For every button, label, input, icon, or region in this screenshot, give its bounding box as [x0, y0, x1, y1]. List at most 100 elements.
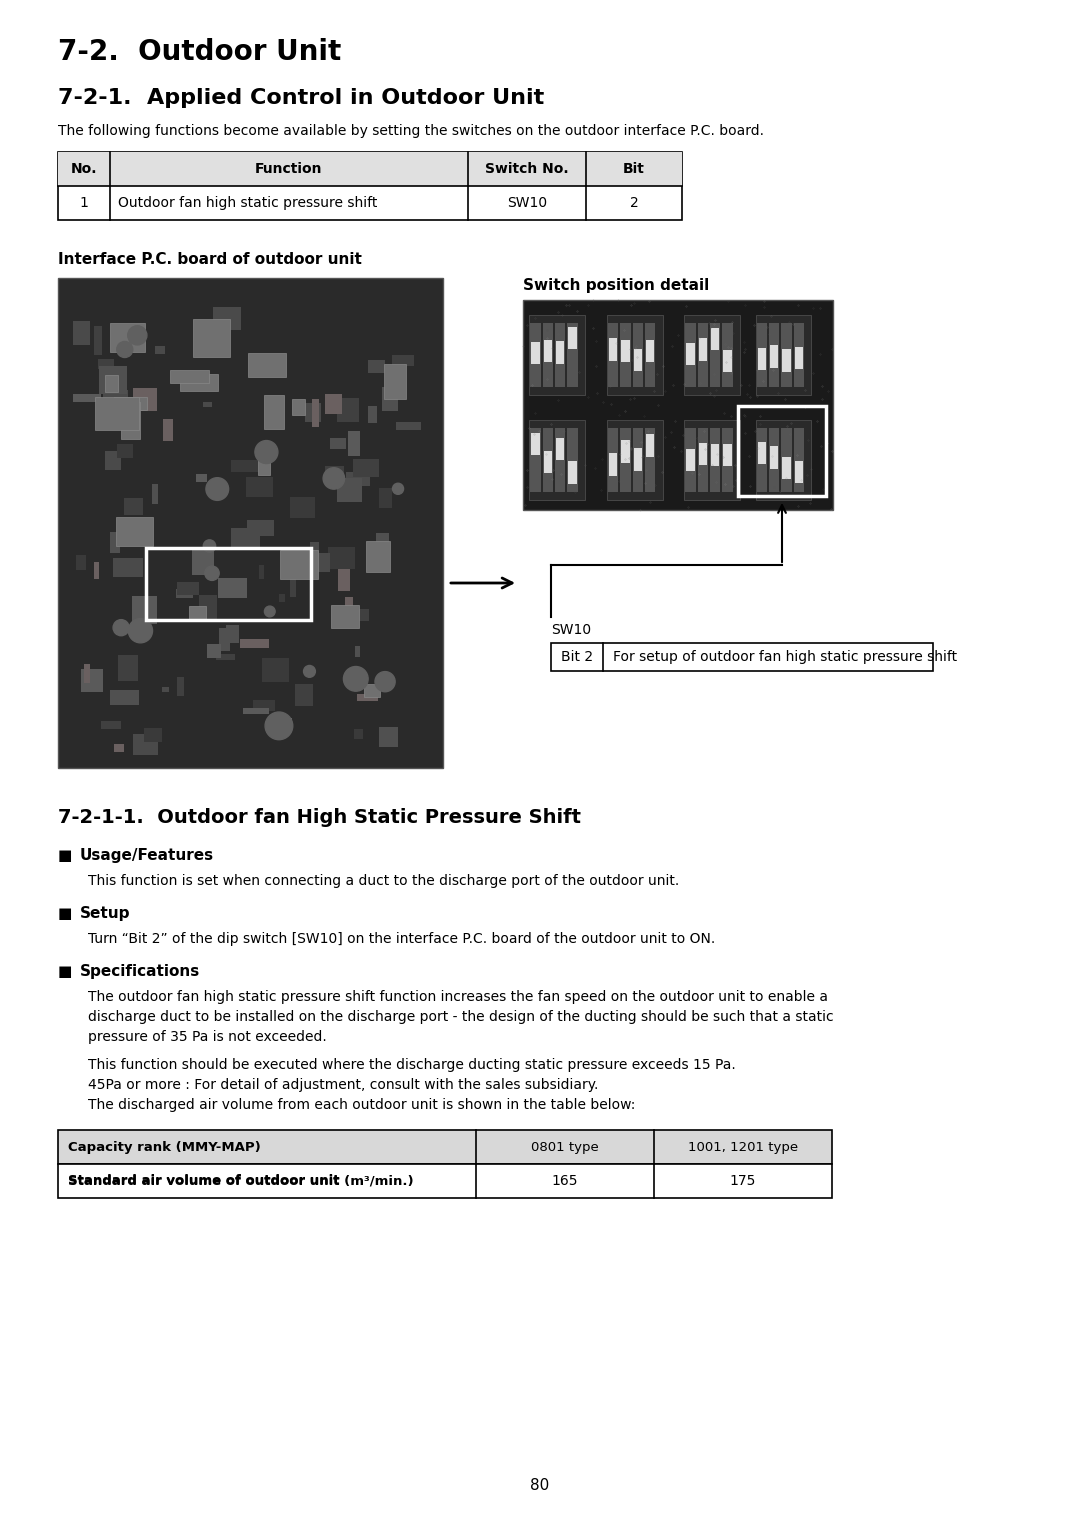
Bar — [633, 322, 643, 387]
Bar — [348, 431, 360, 457]
Bar — [337, 399, 359, 422]
Bar — [556, 439, 565, 460]
Bar — [113, 397, 147, 410]
Bar — [607, 315, 662, 394]
Bar — [781, 322, 792, 387]
Bar — [770, 446, 779, 469]
Text: Specifications: Specifications — [80, 964, 200, 979]
Bar — [795, 460, 804, 483]
Text: Outdoor fan high static pressure shift: Outdoor fan high static pressure shift — [118, 196, 377, 209]
Text: This function should be executed where the discharge ducting static pressure exc: This function should be executed where t… — [87, 1057, 735, 1073]
Bar — [99, 365, 127, 394]
Text: pressure of 35 Pa is not exceeded.: pressure of 35 Pa is not exceeded. — [87, 1030, 327, 1044]
Bar — [337, 478, 362, 503]
Bar — [698, 322, 708, 387]
Text: Setup: Setup — [80, 906, 131, 921]
Bar — [699, 443, 707, 465]
Bar — [367, 361, 386, 373]
Bar — [259, 565, 265, 579]
Bar — [247, 353, 286, 376]
Bar — [756, 420, 811, 500]
Bar — [118, 654, 137, 681]
Circle shape — [343, 666, 368, 691]
Text: ■: ■ — [58, 964, 72, 979]
Bar — [645, 322, 656, 387]
Bar — [379, 727, 397, 747]
Bar — [163, 419, 173, 442]
Bar — [113, 558, 144, 578]
Bar — [262, 659, 288, 681]
Text: Switch position detail: Switch position detail — [523, 278, 710, 293]
Bar — [124, 498, 143, 515]
Circle shape — [303, 666, 315, 677]
Text: discharge duct to be installed on the discharge port - the design of the ducting: discharge duct to be installed on the di… — [87, 1010, 834, 1024]
Circle shape — [392, 483, 404, 495]
Bar — [711, 445, 719, 466]
Bar — [310, 553, 330, 571]
Bar — [325, 466, 343, 484]
Bar — [757, 442, 766, 465]
Bar — [396, 422, 421, 429]
Bar — [699, 338, 707, 361]
Circle shape — [129, 619, 152, 643]
Text: 1: 1 — [80, 196, 89, 209]
Bar — [392, 354, 415, 367]
Bar — [634, 348, 642, 371]
Text: 7-2-1.  Applied Control in Outdoor Unit: 7-2-1. Applied Control in Outdoor Unit — [58, 89, 544, 108]
Circle shape — [113, 620, 130, 636]
Circle shape — [127, 325, 147, 345]
Bar — [542, 428, 553, 492]
Bar — [219, 628, 230, 651]
Bar — [245, 477, 273, 497]
Bar — [756, 428, 767, 492]
Text: Turn “Bit 2” of the dip switch [SW10] on the interface P.C. board of the outdoor: Turn “Bit 2” of the dip switch [SW10] on… — [87, 932, 715, 946]
Bar — [769, 322, 780, 387]
Text: 1001, 1201 type: 1001, 1201 type — [688, 1140, 798, 1154]
Bar — [769, 428, 780, 492]
Bar — [118, 443, 133, 458]
Bar — [154, 347, 165, 354]
Bar — [555, 428, 566, 492]
Bar — [365, 541, 390, 571]
Bar — [94, 562, 99, 579]
Bar — [711, 329, 719, 350]
Bar — [324, 394, 341, 414]
Bar — [756, 315, 811, 394]
Circle shape — [375, 672, 395, 692]
Bar — [180, 373, 218, 391]
Bar — [634, 448, 642, 471]
Bar — [609, 338, 617, 361]
Bar — [685, 315, 740, 394]
Bar — [782, 350, 791, 371]
Bar — [723, 428, 733, 492]
Bar — [213, 307, 241, 330]
Bar — [346, 597, 353, 625]
Bar — [543, 339, 552, 362]
Bar — [177, 582, 199, 594]
Bar — [531, 432, 540, 455]
Text: Bit 2: Bit 2 — [561, 649, 593, 665]
Text: 175: 175 — [730, 1174, 756, 1187]
Bar — [73, 321, 91, 345]
Bar — [58, 1131, 832, 1164]
Text: Standard air volume of outdoor unit: Standard air volume of outdoor unit — [68, 1175, 345, 1187]
Bar — [757, 348, 766, 370]
Bar — [686, 449, 694, 471]
Bar — [724, 350, 732, 373]
Text: 7-2.  Outdoor Unit: 7-2. Outdoor Unit — [58, 38, 341, 66]
Bar — [110, 322, 145, 351]
Bar — [353, 458, 379, 477]
Text: For setup of outdoor fan high static pressure shift: For setup of outdoor fan high static pre… — [613, 649, 957, 665]
Circle shape — [323, 468, 345, 489]
Text: The following functions become available by setting the switches on the outdoor : The following functions become available… — [58, 124, 764, 138]
Bar — [247, 520, 274, 536]
Bar — [698, 428, 708, 492]
Bar — [543, 451, 552, 474]
Bar — [305, 403, 321, 422]
Bar — [795, 347, 804, 368]
Bar — [523, 299, 833, 510]
Bar — [609, 454, 617, 475]
Bar — [551, 643, 933, 671]
Bar — [646, 341, 654, 362]
Text: SW10: SW10 — [551, 623, 591, 637]
